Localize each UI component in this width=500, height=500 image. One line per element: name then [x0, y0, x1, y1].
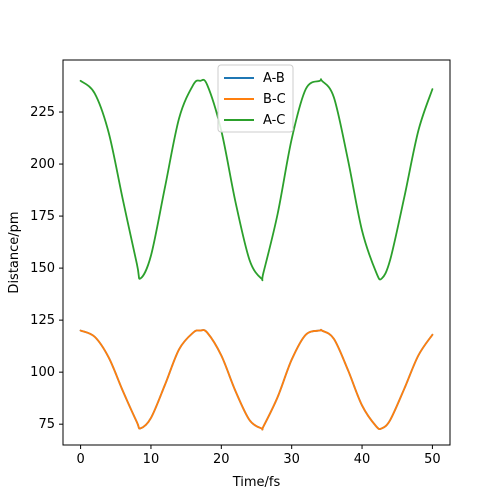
axes-frame [62, 59, 451, 446]
y-tick-label: 75 [38, 417, 55, 432]
y-tick-label: 150 [30, 261, 55, 276]
x-axis-label: Time/fs [232, 475, 281, 490]
x-tick-label: 10 [143, 452, 160, 467]
y-axis: 75 100 125 150 175 200 225 [30, 105, 63, 432]
y-tick-label: 200 [30, 157, 55, 172]
y-axis-label: Distance/pm [7, 211, 22, 293]
legend-label-ab: A-B [263, 71, 285, 86]
y-tick-label: 225 [30, 105, 55, 120]
x-tick-label: 30 [283, 452, 300, 467]
x-axis: 0 10 20 30 40 50 [76, 445, 441, 467]
series-group [79, 78, 434, 431]
series-line-a-c [79, 78, 434, 282]
series-line-b-c [79, 328, 434, 431]
legend-frame [217, 64, 294, 133]
x-tick-label: 40 [354, 452, 371, 467]
y-tick-label: 175 [30, 209, 55, 224]
x-tick-label: 0 [76, 452, 84, 467]
x-tick-label: 20 [213, 452, 230, 467]
x-tick-label: 50 [424, 452, 441, 467]
y-tick-label: 125 [30, 313, 55, 328]
legend: A-B B-C A-C [217, 64, 294, 133]
legend-label-ac: A-C [263, 113, 285, 128]
y-tick-label: 100 [30, 365, 55, 380]
legend-label-bc: B-C [263, 92, 286, 107]
